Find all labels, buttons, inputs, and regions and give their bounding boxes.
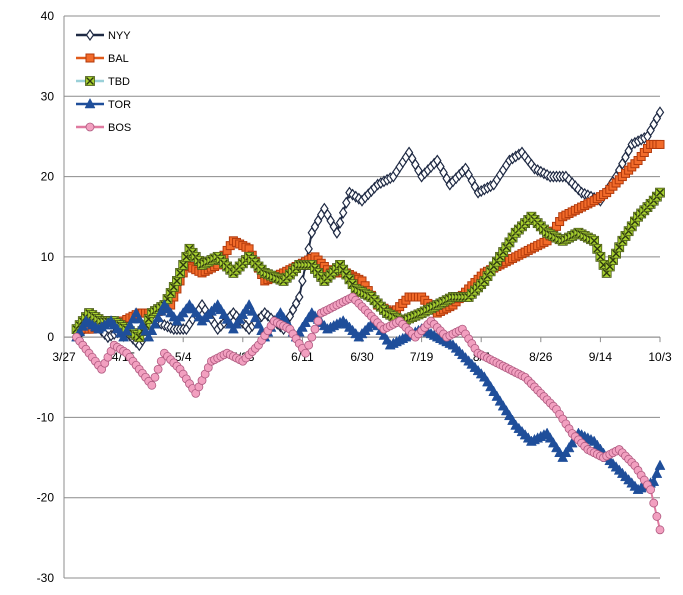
data-point — [652, 512, 662, 521]
legend-entry-tbd: TBD — [76, 76, 130, 88]
data-point — [150, 372, 160, 382]
data-point — [153, 364, 163, 374]
y-tick-label: 40 — [41, 9, 55, 23]
legend-marker — [84, 97, 96, 109]
data-point — [146, 324, 158, 335]
data-point — [143, 331, 155, 342]
marker-cross — [590, 236, 599, 245]
x-tick-label: 10/3 — [648, 350, 672, 364]
y-tick-label: 30 — [41, 89, 55, 103]
data-point — [310, 324, 320, 334]
x-tick-label: 6/30 — [350, 350, 374, 364]
data-point — [655, 139, 665, 149]
legend-label: BOS — [108, 122, 131, 134]
data-point — [298, 274, 307, 287]
data-point — [338, 206, 348, 219]
markers-bos — [72, 292, 665, 535]
data-point — [149, 318, 161, 329]
marker-cross — [176, 268, 185, 277]
legend-label: BAL — [108, 53, 129, 65]
data-point — [147, 380, 157, 390]
marker-cross — [172, 276, 181, 285]
data-point — [313, 316, 323, 326]
marker-cross — [86, 77, 94, 85]
legend-marker — [85, 122, 95, 132]
legend-entry-bos: BOS — [76, 122, 131, 134]
marker-cross — [593, 244, 602, 253]
legend-entry-nyy: NYY — [76, 28, 131, 42]
data-point — [654, 459, 666, 470]
legend-entry-bal: BAL — [76, 53, 129, 65]
data-point — [589, 235, 600, 246]
legend-label: NYY — [108, 30, 131, 42]
legend-label: TBD — [108, 76, 130, 88]
data-point — [178, 259, 189, 270]
data-point — [124, 319, 136, 330]
y-tick-label: 0 — [47, 330, 54, 344]
data-point — [304, 340, 314, 350]
data-point — [646, 485, 655, 495]
data-point — [595, 251, 606, 262]
data-point — [121, 325, 133, 336]
data-point — [152, 311, 164, 323]
y-tick-label: -30 — [37, 571, 55, 585]
marker-cross — [656, 188, 664, 197]
data-point — [651, 467, 663, 478]
data-point — [655, 106, 665, 119]
data-point — [118, 331, 130, 342]
x-tick-label: 8/26 — [529, 350, 553, 364]
markers-tbd — [71, 187, 665, 343]
data-point — [332, 226, 342, 239]
data-point — [335, 216, 345, 229]
y-tick-label: -20 — [37, 491, 55, 505]
data-point — [655, 187, 665, 198]
data-point — [649, 498, 659, 508]
data-point — [655, 525, 665, 535]
legend-label: TOR — [108, 99, 131, 111]
marker-cross — [596, 252, 605, 261]
data-point — [295, 290, 304, 304]
legend-marker — [85, 28, 95, 42]
marker-cross — [179, 260, 188, 269]
y-tick-label: 20 — [41, 170, 55, 184]
legend-entry-tor: TOR — [76, 97, 131, 111]
data-point — [307, 332, 317, 342]
x-tick-label: 5/4 — [175, 350, 192, 364]
y-tick-label: 10 — [41, 250, 55, 264]
data-point — [156, 356, 166, 366]
x-tick-label: 7/19 — [410, 350, 434, 364]
data-point — [301, 348, 310, 358]
legend-marker — [85, 53, 95, 63]
y-tick-label: -10 — [37, 410, 55, 424]
data-point — [304, 242, 313, 255]
axes: 403020100-10-20-303/274/155/45/236/116/3… — [37, 9, 672, 585]
x-tick-label: 9/14 — [589, 350, 613, 364]
x-tick-label: 3/27 — [52, 350, 76, 364]
markers-nyy — [72, 106, 665, 352]
legend-marker — [85, 76, 95, 86]
series-markers — [71, 106, 666, 535]
data-point — [342, 196, 351, 209]
legend: NYY BAL TBD TOR BOS — [76, 28, 131, 134]
